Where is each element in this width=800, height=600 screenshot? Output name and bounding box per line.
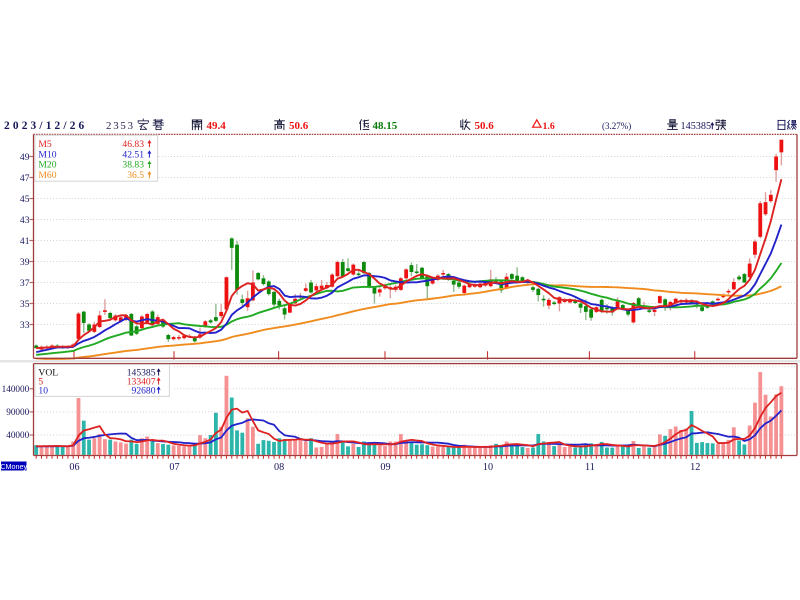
svg-text:49: 49 xyxy=(20,152,30,163)
svg-text:47: 47 xyxy=(20,173,30,184)
svg-text:33: 33 xyxy=(20,320,30,331)
svg-text:11: 11 xyxy=(585,462,595,473)
svg-text:36.5: 36.5 xyxy=(127,170,144,181)
svg-text:133407: 133407 xyxy=(127,376,156,387)
svg-text:49.4: 49.4 xyxy=(207,120,227,132)
svg-text:07: 07 xyxy=(169,462,179,473)
svg-text:37: 37 xyxy=(20,278,30,289)
svg-text:09: 09 xyxy=(380,462,390,473)
svg-text:90000: 90000 xyxy=(6,407,29,417)
svg-text:39: 39 xyxy=(20,257,30,268)
svg-text:140000: 140000 xyxy=(2,384,30,394)
svg-text:41: 41 xyxy=(20,236,30,247)
svg-text:42.51: 42.51 xyxy=(122,149,144,160)
svg-text:50.6: 50.6 xyxy=(289,120,309,132)
svg-text:38.83: 38.83 xyxy=(122,160,144,171)
svg-text:1.6: 1.6 xyxy=(543,121,555,132)
svg-text:48.15: 48.15 xyxy=(373,120,398,132)
svg-text:M20: M20 xyxy=(38,160,56,171)
svg-text:145385: 145385 xyxy=(681,121,712,132)
svg-text:43: 43 xyxy=(20,215,30,226)
svg-text:M60: M60 xyxy=(38,170,56,181)
svg-text:35: 35 xyxy=(20,299,30,310)
svg-text:45: 45 xyxy=(20,194,30,205)
svg-text:VOL: VOL xyxy=(38,367,58,378)
svg-text:10: 10 xyxy=(38,385,48,396)
svg-text:40000: 40000 xyxy=(6,430,29,440)
svg-text:50.6: 50.6 xyxy=(475,120,495,132)
svg-text:2353: 2353 xyxy=(106,120,135,132)
svg-text:06: 06 xyxy=(69,462,79,473)
svg-text:46.83: 46.83 xyxy=(122,139,144,150)
svg-text:M5: M5 xyxy=(38,139,52,150)
svg-text:5: 5 xyxy=(38,376,43,387)
svg-text:2023/12/26: 2023/12/26 xyxy=(4,120,87,132)
svg-text:92680: 92680 xyxy=(132,385,156,396)
svg-text:145385: 145385 xyxy=(127,367,156,378)
svg-text:10: 10 xyxy=(483,462,493,473)
svg-text:(3.27%): (3.27%) xyxy=(602,121,631,131)
svg-text:CMoney: CMoney xyxy=(0,462,27,471)
svg-text:M10: M10 xyxy=(38,149,56,160)
svg-text:12: 12 xyxy=(690,462,700,473)
svg-text:08: 08 xyxy=(274,462,284,473)
